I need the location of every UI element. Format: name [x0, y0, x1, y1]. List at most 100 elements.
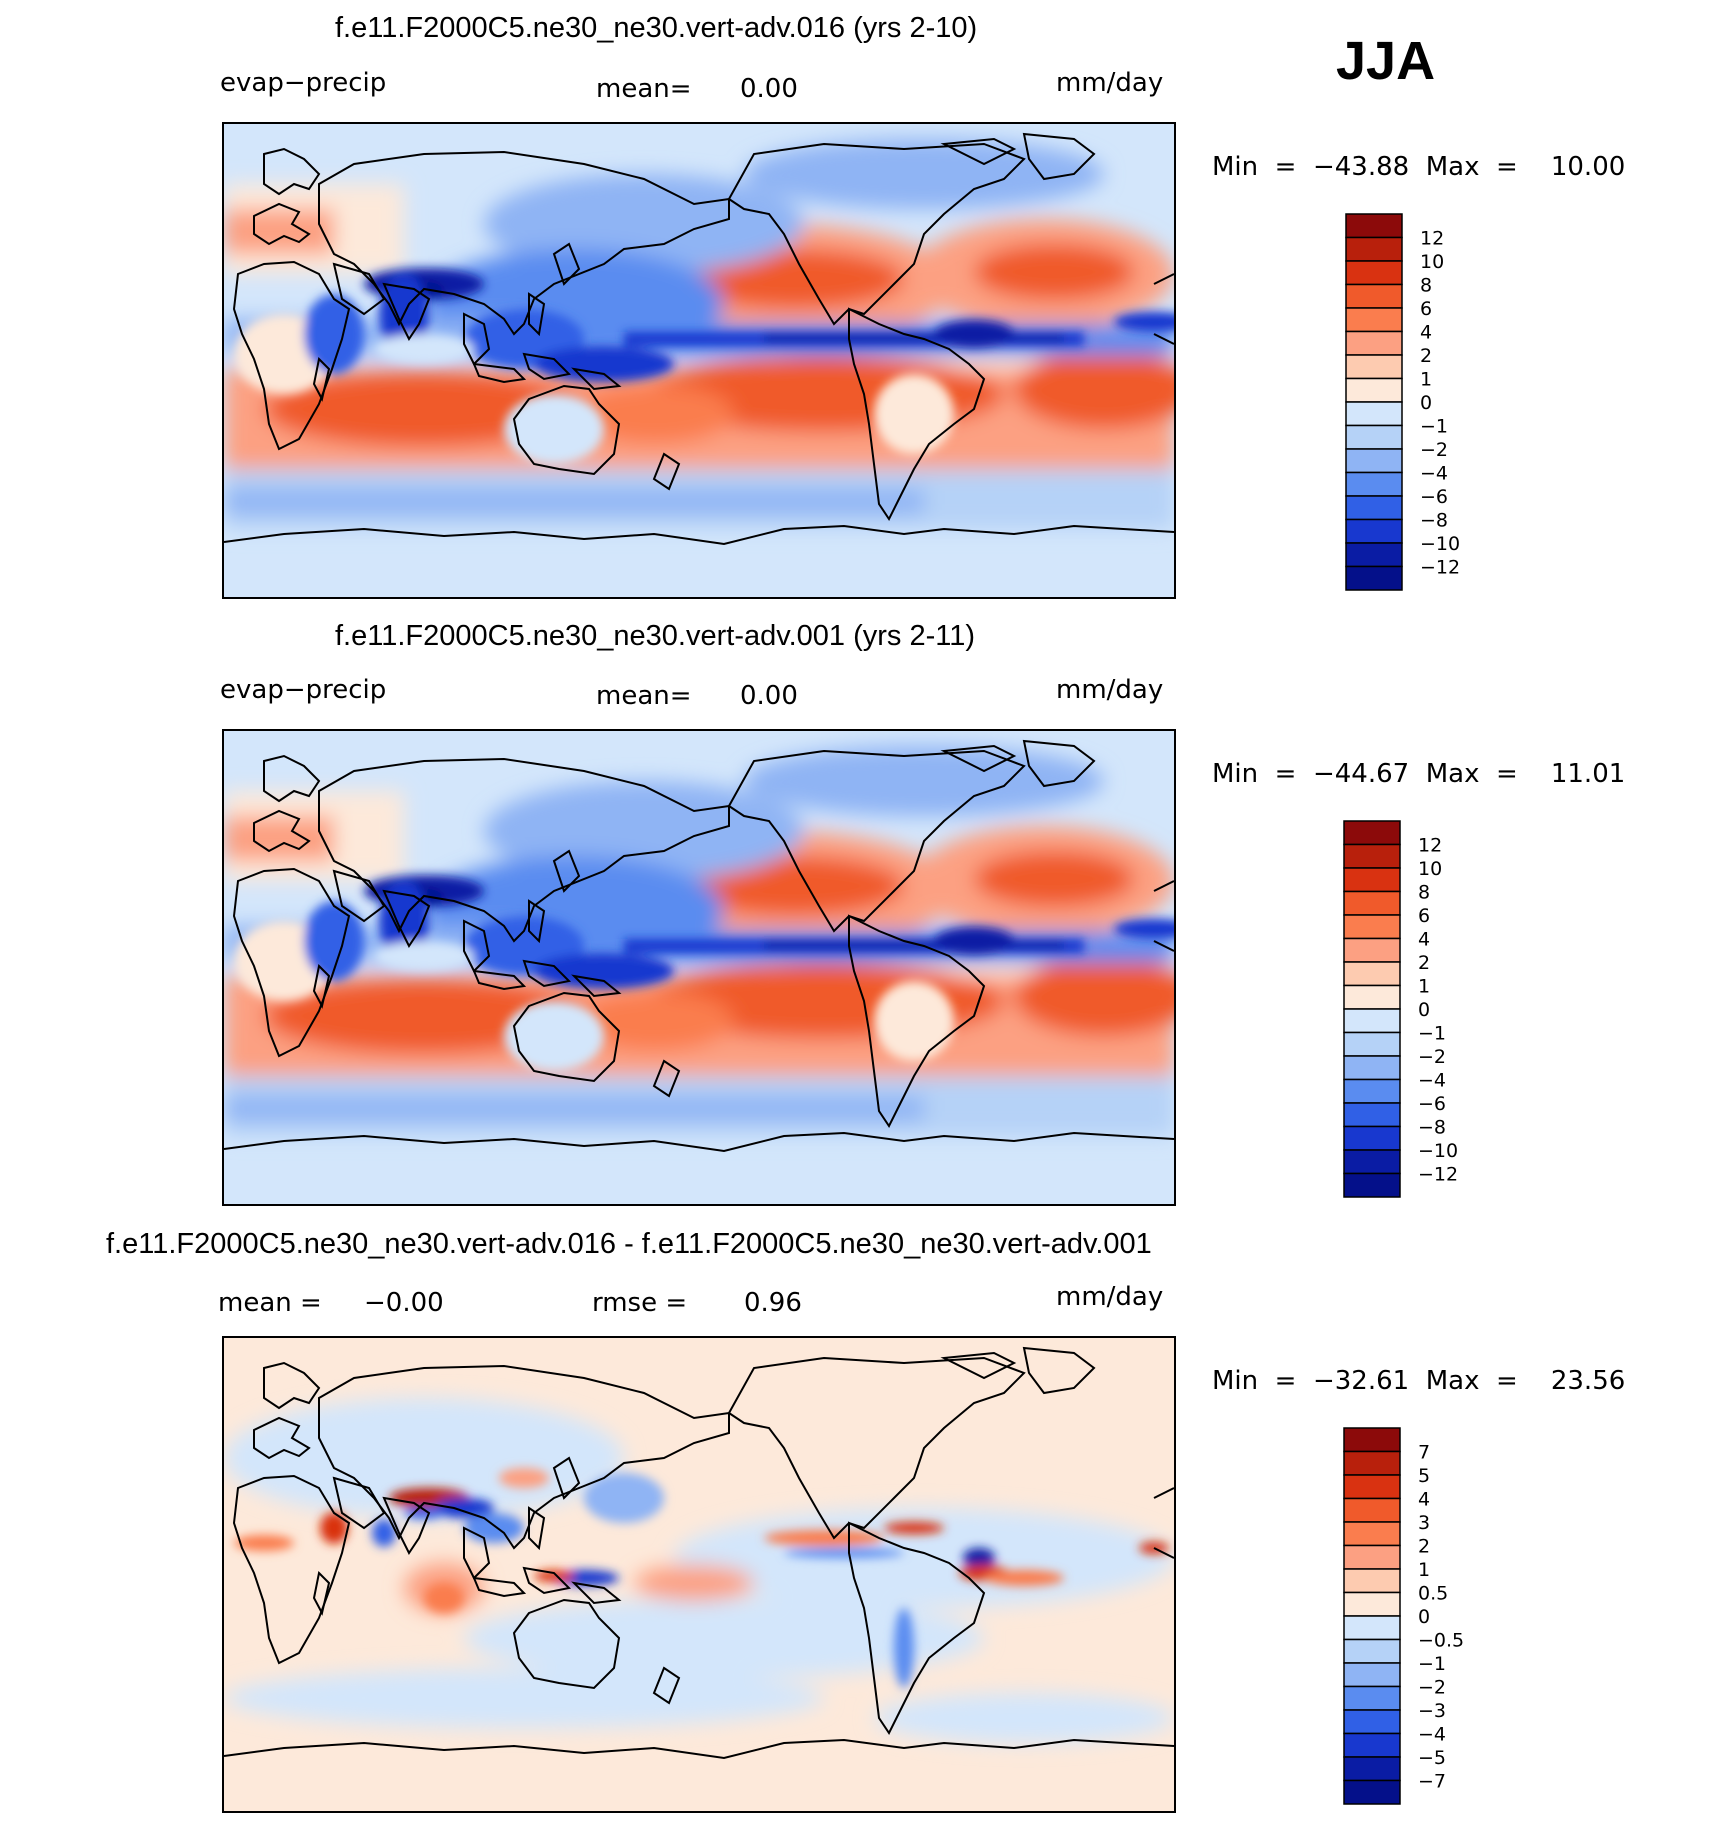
colorbar-tick-label: −4	[1418, 1070, 1446, 1092]
colorbar-tick-label: −8	[1420, 510, 1448, 532]
panel-2-mean-label: mean=	[596, 681, 692, 711]
colorbar-swatch	[1343, 1685, 1401, 1711]
panel-2-map	[222, 729, 1176, 1206]
panel-1-minmax: Min = −43.88 Max = 10.00	[1212, 152, 1626, 182]
colorbar-tick-label: 6	[1420, 298, 1432, 320]
colorbar-swatch	[1345, 495, 1403, 521]
colorbar-swatch	[1343, 820, 1401, 846]
colorbar-tick-label: 10	[1420, 251, 1444, 273]
colorbar-swatch	[1345, 377, 1403, 403]
colorbar-swatch	[1343, 1102, 1401, 1128]
panel-2-colorbar: 12 10 8 6 4 2 1 0 −1 −2 −4 −6 −8 −10 −12	[1343, 820, 1458, 1199]
colorbar-tick-label: −3	[1418, 1700, 1446, 1722]
colorbar-swatch	[1345, 260, 1403, 286]
colorbar-swatch	[1343, 1149, 1401, 1175]
colorbar-swatch	[1345, 236, 1403, 262]
colorbar-tick-label: −0.5	[1418, 1630, 1464, 1652]
colorbar-swatch	[1343, 890, 1401, 916]
colorbar-tick-label: −1	[1418, 1023, 1446, 1045]
colorbar-swatch	[1343, 1474, 1401, 1500]
panel-3-rmse-label: rmse =	[592, 1288, 688, 1318]
colorbar-tick-label: 8	[1418, 882, 1430, 904]
panel-3-minmax: Min = −32.61 Max = 23.56	[1212, 1366, 1626, 1396]
colorbar-swatch	[1343, 1544, 1401, 1570]
panel-2-units: mm/day	[1056, 675, 1164, 705]
colorbar-swatch	[1345, 424, 1403, 450]
colorbar-tick-label: −7	[1418, 1771, 1446, 1793]
colorbar-tick-label: −6	[1418, 1093, 1446, 1115]
colorbar-tick-label: 0.5	[1418, 1583, 1448, 1605]
colorbar-tick-label: −10	[1420, 533, 1460, 555]
colorbar-swatch	[1345, 565, 1403, 591]
colorbar-swatch	[1343, 914, 1401, 940]
colorbar-tick-label: −1	[1418, 1653, 1446, 1675]
colorbar-swatch	[1343, 1055, 1401, 1081]
colorbar-swatch	[1343, 1031, 1401, 1057]
panel-1-units: mm/day	[1056, 68, 1164, 98]
colorbar-tick-label: 6	[1418, 905, 1430, 927]
colorbar-tick-label: 0	[1418, 999, 1430, 1021]
panel-1-mean-label: mean=	[596, 74, 692, 104]
colorbar-tick-label: 1	[1418, 976, 1430, 998]
colorbar-swatch	[1343, 1172, 1401, 1198]
colorbar-swatch	[1343, 984, 1401, 1010]
colorbar-swatch	[1343, 843, 1401, 869]
panel-1-map	[222, 122, 1176, 599]
colorbar-tick-label: −2	[1418, 1046, 1446, 1068]
panel-3-rmse-value: 0.96	[744, 1288, 802, 1318]
colorbar-swatch	[1343, 1078, 1401, 1104]
panel-1-colorbar: 12 10 8 6 4 2 1 0 −1 −2 −4 −6 −8 −10 −12	[1345, 213, 1460, 592]
colorbar-swatch	[1345, 518, 1403, 544]
colorbar-swatch	[1343, 1732, 1401, 1758]
colorbar-swatch	[1345, 213, 1403, 239]
colorbar-swatch	[1343, 1450, 1401, 1476]
colorbar-tick-label: −12	[1420, 557, 1460, 579]
colorbar-tick-label: 5	[1418, 1465, 1430, 1487]
colorbar-swatch	[1343, 1591, 1401, 1617]
colorbar-swatch	[1345, 307, 1403, 333]
colorbar-tick-label: −4	[1420, 463, 1448, 485]
colorbar-tick-label: 8	[1420, 275, 1432, 297]
colorbar-swatch	[1345, 448, 1403, 474]
colorbar-tick-label: −10	[1418, 1140, 1458, 1162]
colorbar-tick-label: 12	[1418, 835, 1442, 857]
colorbar-swatch	[1345, 330, 1403, 356]
colorbar-swatch	[1343, 961, 1401, 987]
colorbar-tick-label: 0	[1418, 1606, 1430, 1628]
colorbar-swatch	[1343, 1779, 1401, 1805]
colorbar-swatch	[1345, 354, 1403, 380]
colorbar-swatch	[1345, 542, 1403, 568]
colorbar-swatch	[1345, 283, 1403, 309]
colorbar-swatch	[1345, 471, 1403, 497]
panel-3-units: mm/day	[1056, 1282, 1164, 1312]
colorbar-tick-label: 1	[1418, 1559, 1430, 1581]
panel-1-variable-label: evap−precip	[220, 68, 387, 98]
colorbar-swatch	[1343, 1521, 1401, 1547]
panel-1-mean-value: 0.00	[740, 74, 798, 104]
panel-3-mean-value: −0.00	[364, 1288, 444, 1318]
colorbar-tick-label: 0	[1420, 392, 1432, 414]
colorbar-swatch	[1343, 1662, 1401, 1688]
colorbar-swatch	[1343, 1497, 1401, 1523]
colorbar-swatch	[1343, 1008, 1401, 1034]
colorbar-tick-label: 3	[1418, 1512, 1430, 1534]
colorbar-tick-label: −8	[1418, 1117, 1446, 1139]
colorbar-tick-label: −4	[1418, 1724, 1446, 1746]
colorbar-swatch	[1343, 1709, 1401, 1735]
panel-2-title: f.e11.F2000C5.ne30_ne30.vert-adv.001 (yr…	[335, 620, 975, 652]
colorbar-tick-label: −5	[1418, 1747, 1446, 1769]
colorbar-tick-label: 12	[1420, 228, 1444, 250]
panel-3-colorbar: 7 5 4 3 2 1 0.5 0 −0.5 −1 −2 −3 −4 −5 −7	[1343, 1427, 1464, 1806]
colorbar-tick-label: −1	[1420, 416, 1448, 438]
panel-3-map	[222, 1336, 1176, 1813]
colorbar-swatch	[1343, 1638, 1401, 1664]
colorbar-swatch	[1345, 401, 1403, 427]
colorbar-tick-label: 2	[1418, 1536, 1430, 1558]
colorbar-tick-label: 2	[1420, 345, 1432, 367]
panel-3-mean-label: mean =	[218, 1288, 322, 1318]
panel-1-title: f.e11.F2000C5.ne30_ne30.vert-adv.016 (yr…	[335, 12, 978, 44]
colorbar-tick-label: 7	[1418, 1442, 1430, 1464]
colorbar-tick-label: −2	[1418, 1677, 1446, 1699]
colorbar-tick-label: −12	[1418, 1164, 1458, 1186]
colorbar-swatch	[1343, 1756, 1401, 1782]
